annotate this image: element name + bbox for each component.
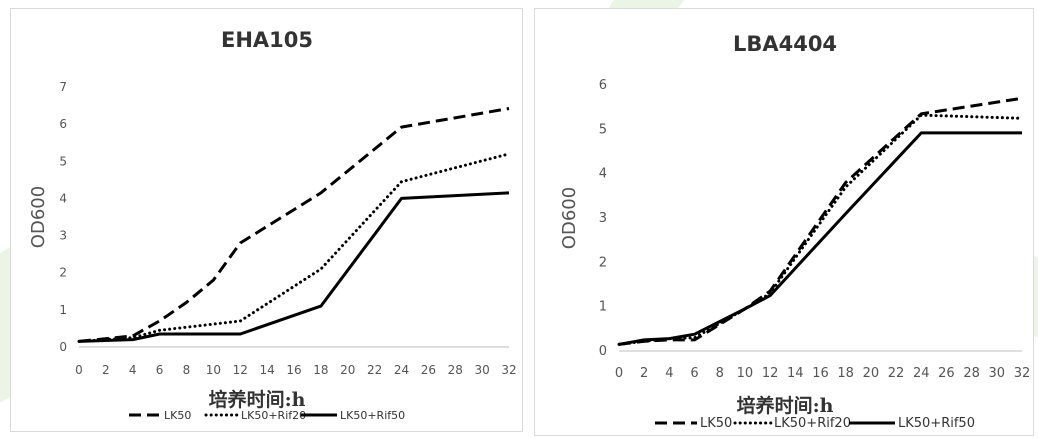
x-tick-label: 0 <box>615 366 623 381</box>
x-tick-label: 0 <box>75 363 83 377</box>
series-line <box>78 107 510 343</box>
x-tick-label: 10 <box>206 363 221 377</box>
legend-label: LK50 <box>164 409 191 422</box>
x-tick-label: 26 <box>421 363 436 377</box>
y-axis-label: OD600 <box>559 187 580 249</box>
y-tick-label: 2 <box>59 266 67 280</box>
x-tick-label: 28 <box>963 366 980 381</box>
y-tick-label: 7 <box>59 80 67 94</box>
x-tick-label: 8 <box>716 366 724 381</box>
chart-title: LBA4404 <box>733 32 837 56</box>
x-tick-label: 20 <box>340 363 355 377</box>
chart-title: EHA105 <box>221 28 313 52</box>
y-tick-label: 6 <box>599 78 607 93</box>
x-tick-label: 6 <box>156 363 164 377</box>
series-line <box>77 152 511 343</box>
legend-label: LK50+Rif20 <box>774 416 851 431</box>
x-axis-label: 培养时间:h <box>737 394 834 417</box>
x-tick-label: 2 <box>640 366 648 381</box>
x-tick-label: 32 <box>501 363 516 377</box>
x-tick-label: 28 <box>448 363 463 377</box>
x-tick-label: 24 <box>394 363 409 377</box>
x-tick-label: 30 <box>989 366 1006 381</box>
y-axis-label: OD600 <box>28 186 49 248</box>
legend-label: LK50+Rif50 <box>340 409 405 422</box>
x-tick-label: 4 <box>665 366 673 381</box>
x-tick-label: 18 <box>837 366 854 381</box>
chart-panel-eha105: EHA105 0 1 2 3 4 5 6 7 0 2 4 6 8 10 12 14 16 18 20 22 24 26 28 3… <box>10 8 523 432</box>
x-tick-label: 10 <box>737 366 754 381</box>
y-tick-label: 5 <box>599 122 607 137</box>
x-tick-label: 30 <box>474 363 489 377</box>
x-tick-label: 12 <box>762 366 779 381</box>
y-tick-label: 3 <box>59 229 67 243</box>
y-tick-label: 0 <box>599 344 607 359</box>
x-tick-label: 8 <box>183 363 191 377</box>
y-tick-label: 1 <box>599 300 607 315</box>
y-tick-label: 6 <box>59 117 67 131</box>
x-axis-label: 培养时间:h <box>209 388 306 411</box>
series-line <box>618 131 1022 346</box>
x-tick-label: 14 <box>787 366 804 381</box>
x-tick-label: 4 <box>129 363 137 377</box>
x-tick-label: 26 <box>938 366 955 381</box>
x-tick-label: 6 <box>690 366 698 381</box>
x-tick-label: 20 <box>863 366 880 381</box>
x-tick-label: 22 <box>888 366 905 381</box>
y-tick-label: 3 <box>599 211 607 226</box>
x-tick-label: 16 <box>286 363 301 377</box>
y-tick-label: 1 <box>59 303 67 317</box>
series-line <box>617 113 1024 346</box>
legend-label: LK50+Rif50 <box>898 416 975 431</box>
legend-label: LK50+Rif20 <box>241 409 306 422</box>
x-tick-label: 32 <box>1014 366 1031 381</box>
y-tick-label: 4 <box>599 167 607 182</box>
x-tick-label: 14 <box>259 363 274 377</box>
x-tick-label: 16 <box>812 366 829 381</box>
x-tick-label: 18 <box>313 363 328 377</box>
legend-label: LK50 <box>700 416 732 431</box>
x-tick-label: 12 <box>233 363 248 377</box>
series-line <box>618 96 1023 346</box>
series-line <box>78 191 510 343</box>
chart-panel-lba4404: LBA4404 0 1 2 3 4 5 6 0 2 4 6 8 10 12 14 16 18 20 22 24 26 28 3… <box>534 8 1034 436</box>
y-tick-label: 4 <box>59 191 67 205</box>
x-tick-label: 22 <box>367 363 382 377</box>
y-tick-label: 5 <box>59 154 67 168</box>
x-tick-label: 2 <box>102 363 110 377</box>
x-tick-label: 24 <box>913 366 930 381</box>
y-tick-label: 0 <box>59 340 67 354</box>
y-tick-label: 2 <box>599 255 607 270</box>
watermark-shape <box>0 247 10 403</box>
